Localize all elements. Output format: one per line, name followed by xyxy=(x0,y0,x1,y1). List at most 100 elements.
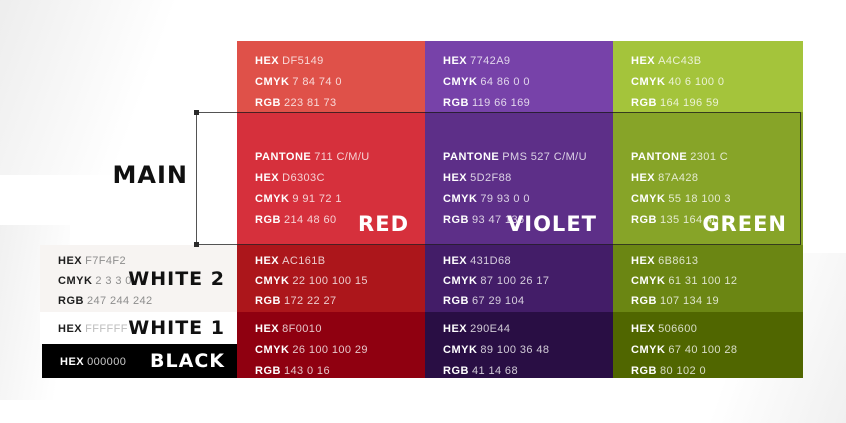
cmyk-line: CMYK 79 93 0 0 xyxy=(425,187,613,208)
cmyk-label: CMYK xyxy=(631,344,666,356)
rgb-value: 41 14 68 xyxy=(471,365,518,377)
cmyk-value: 9 91 72 1 xyxy=(292,193,342,205)
rgb-label: RGB xyxy=(255,295,281,307)
rgb-line: RGB 143 0 16 xyxy=(237,359,425,380)
rgb-line: RGB 67 29 104 xyxy=(425,290,613,310)
cmyk-label: CMYK xyxy=(255,344,290,356)
hex-value: F7F4F2 xyxy=(85,255,127,267)
hex-value: 8F0010 xyxy=(282,323,322,335)
rgb-line: RGB 135 164 40 xyxy=(613,208,803,229)
hex-label: HEX xyxy=(443,172,468,184)
hex-line: HEX 7742A9 xyxy=(425,49,613,70)
rgb-label: RGB xyxy=(443,365,469,377)
hex-label: HEX xyxy=(443,323,468,335)
hex-value: 6B8613 xyxy=(658,255,699,267)
cmyk-label: CMYK xyxy=(443,275,478,287)
violet-darkest-swatch: HEX 290E44 CMYK 89 100 36 48 RGB 41 14 68 xyxy=(425,312,613,378)
rgb-line: RGB 172 22 27 xyxy=(237,290,425,310)
cmyk-label: CMYK xyxy=(631,76,666,88)
cmyk-value: 55 18 100 3 xyxy=(668,193,731,205)
white1-swatch: HEX FFFFFF WHITE 1 xyxy=(40,312,237,344)
pantone-label: PANTONE xyxy=(631,151,688,163)
rgb-value: 247 244 242 xyxy=(86,295,153,307)
background-streak xyxy=(0,0,260,175)
rgb-value: 164 196 59 xyxy=(659,97,720,109)
violet-color-name: VIOLET xyxy=(507,212,597,236)
hex-label: HEX xyxy=(255,323,280,335)
rgb-label: RGB xyxy=(631,214,657,226)
cmyk-value: 40 6 100 0 xyxy=(668,76,725,88)
red-dark-swatch: HEX AC161B CMYK 22 100 100 15 RGB 172 22 27 xyxy=(237,245,425,312)
rgb-label: RGB xyxy=(631,97,657,109)
hex-label: HEX xyxy=(631,323,656,335)
rgb-label: RGB xyxy=(443,97,469,109)
cmyk-line: CMYK 61 31 100 12 xyxy=(613,270,803,290)
cmyk-line: CMYK 55 18 100 3 xyxy=(613,187,803,208)
green-tint-swatch: HEX A4C43B CMYK 40 6 100 0 RGB 164 196 59 xyxy=(613,41,803,112)
violet-main-swatch: PANTONE PMS 527 C/M/U HEX 5D2F88 CMYK 79 93… xyxy=(425,112,613,245)
hex-line: HEX 290E44 xyxy=(425,317,613,338)
rgb-line: RGB 247 244 242 xyxy=(40,290,237,310)
cmyk-value: 79 93 0 0 xyxy=(480,193,530,205)
cmyk-label: CMYK xyxy=(443,76,478,88)
black-swatch: HEX 000000 BLACK xyxy=(42,344,237,378)
rgb-value: 107 134 19 xyxy=(659,295,720,307)
hex-line: HEX 431D68 xyxy=(425,250,613,270)
hex-value: 5D2F88 xyxy=(470,172,512,184)
white1-name: WHITE 1 xyxy=(128,317,225,339)
hex-line: HEX A4C43B xyxy=(613,49,803,70)
green-color-name: GREEN xyxy=(702,212,787,236)
cmyk-label: CMYK xyxy=(631,193,666,205)
cmyk-line: CMYK 89 100 36 48 xyxy=(425,338,613,359)
cmyk-label: CMYK xyxy=(58,275,93,287)
hex-label: HEX xyxy=(631,55,656,67)
rgb-line: RGB 214 48 60 xyxy=(237,208,425,229)
cmyk-value: 7 84 74 0 xyxy=(292,76,342,88)
rgb-label: RGB xyxy=(255,365,281,377)
rgb-value: 143 0 16 xyxy=(283,365,330,377)
hex-label: HEX xyxy=(58,323,83,335)
pantone-line: PANTONE PMS 527 C/M/U xyxy=(425,145,613,166)
hex-line: HEX DF5149 xyxy=(237,49,425,70)
hex-value: AC161B xyxy=(282,255,326,267)
cmyk-line: CMYK 9 91 72 1 xyxy=(237,187,425,208)
rgb-line: RGB 164 196 59 xyxy=(613,91,803,112)
cmyk-label: CMYK xyxy=(255,275,290,287)
hex-label: HEX xyxy=(443,55,468,67)
pantone-line: PANTONE 711 C/M/U xyxy=(237,145,425,166)
rgb-label: RGB xyxy=(255,97,281,109)
red-tint-swatch: HEX DF5149 CMYK 7 84 74 0 RGB 223 81 73 xyxy=(237,41,425,112)
pantone-line: PANTONE 2301 C xyxy=(613,145,803,166)
hex-line: HEX 87A428 xyxy=(613,166,803,187)
cmyk-value: 87 100 26 17 xyxy=(480,275,550,287)
hex-line: HEX 000000 xyxy=(42,352,126,370)
rgb-value: 80 102 0 xyxy=(659,365,706,377)
cmyk-line: CMYK 64 86 0 0 xyxy=(425,70,613,91)
cmyk-value: 64 86 0 0 xyxy=(480,76,530,88)
rgb-label: RGB xyxy=(631,295,657,307)
hex-value: 431D68 xyxy=(470,255,512,267)
cmyk-line: CMYK 26 100 100 29 xyxy=(237,338,425,359)
cmyk-label: CMYK xyxy=(255,193,290,205)
cmyk-label: CMYK xyxy=(255,76,290,88)
hex-value: 290E44 xyxy=(470,323,511,335)
cmyk-value: 61 31 100 12 xyxy=(668,275,738,287)
hex-line: HEX 8F0010 xyxy=(237,317,425,338)
hex-label: HEX xyxy=(255,55,280,67)
green-dark-swatch: HEX 6B8613 CMYK 61 31 100 12 RGB 107 134 19 xyxy=(613,245,803,312)
pantone-value: PMS 527 C/M/U xyxy=(502,151,587,163)
hex-value: 506600 xyxy=(658,323,698,335)
cmyk-value: 67 40 100 28 xyxy=(668,344,738,356)
white2-swatch: HEX F7F4F2 CMYK 2 3 3 0 RGB 247 244 242 WHI… xyxy=(40,245,237,312)
black-name: BLACK xyxy=(150,350,225,372)
rgb-value: 172 22 27 xyxy=(283,295,337,307)
red-main-swatch: PANTONE 711 C/M/U HEX D6303C CMYK 9 91 72 1… xyxy=(237,112,425,245)
pantone-label: PANTONE xyxy=(255,151,312,163)
hex-value: D6303C xyxy=(282,172,325,184)
hex-line: HEX F7F4F2 xyxy=(40,250,237,270)
white2-name: WHITE 2 xyxy=(128,267,225,290)
green-darkest-swatch: HEX 506600 CMYK 67 40 100 28 RGB 80 102 0 xyxy=(613,312,803,378)
violet-tint-swatch: HEX 7742A9 CMYK 64 86 0 0 RGB 119 66 169 xyxy=(425,41,613,112)
hex-line: HEX FFFFFF xyxy=(40,319,128,337)
